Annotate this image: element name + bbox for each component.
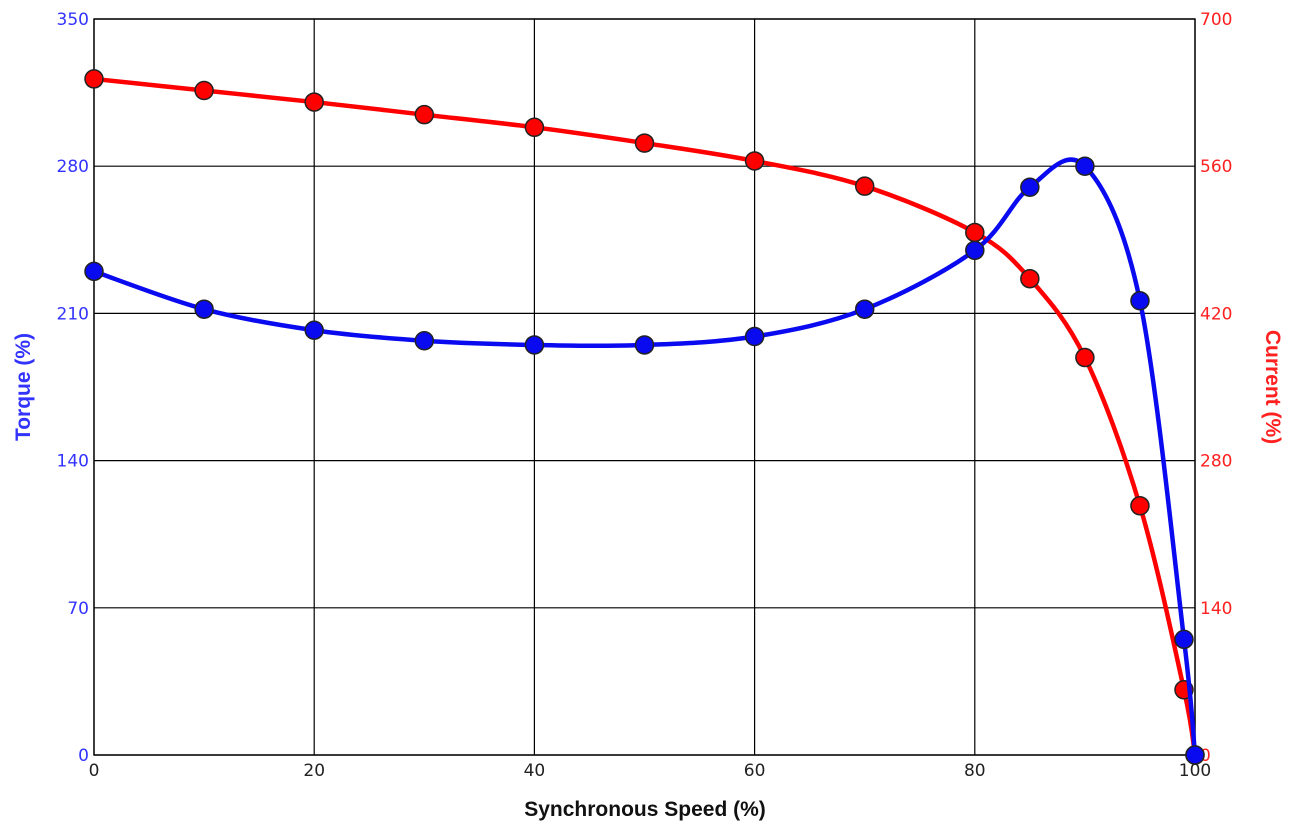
- current-point: [194, 80, 214, 101]
- left-tick-label: 350: [57, 10, 89, 30]
- torque-point: [1130, 291, 1150, 311]
- left-tick-label: 70: [67, 599, 89, 619]
- torque-series: [84, 156, 1205, 765]
- current-point: [414, 104, 435, 125]
- grid: [93, 18, 1196, 756]
- current-point: [304, 92, 324, 112]
- current-point: [84, 69, 104, 89]
- current-point: [965, 222, 985, 243]
- right-axis-title: Current (%): [1261, 330, 1284, 444]
- torque-point: [1185, 745, 1205, 765]
- left-tick-label: 210: [57, 304, 89, 324]
- right-tick-label: 280: [1200, 452, 1232, 472]
- current-point: [744, 151, 765, 171]
- current-point: [1020, 268, 1040, 289]
- left-tick-label: 0: [78, 746, 89, 766]
- torque-point: [84, 261, 104, 282]
- torque-line: [91, 157, 1198, 758]
- torque-point: [854, 299, 875, 319]
- x-tick-label: 80: [964, 761, 986, 781]
- right-tick-label: 140: [1200, 599, 1232, 619]
- x-tick-label: 40: [524, 761, 546, 781]
- left-tick-label: 280: [57, 157, 89, 177]
- x-axis-title: Synchronous Speed (%): [524, 798, 766, 821]
- torque-point: [744, 326, 765, 347]
- current-point: [854, 176, 875, 196]
- series-layer: [84, 69, 1205, 765]
- torque-point: [1174, 629, 1194, 650]
- torque-point: [965, 240, 985, 261]
- current-point: [1130, 496, 1150, 516]
- current-point: [634, 133, 655, 153]
- torque-point: [1020, 177, 1040, 197]
- current-series: [84, 69, 1205, 765]
- right-tick-label: 560: [1200, 157, 1232, 177]
- x-tick-label: 60: [744, 761, 766, 781]
- right-tick-label: 0: [1200, 746, 1211, 766]
- right-tick-label: 420: [1200, 304, 1232, 324]
- x-tick-label: 100: [1179, 761, 1211, 781]
- torque-point: [304, 320, 324, 340]
- torque-point: [634, 335, 655, 355]
- current-point: [524, 117, 545, 138]
- tick-labels: 0 20 40 60 80 1000701402102803500140280420560…: [57, 10, 1233, 781]
- right-tick-label: 700: [1200, 10, 1232, 30]
- torque-point: [524, 335, 545, 355]
- x-tick-label: 0: [89, 761, 100, 781]
- x-tick-label: 20: [303, 761, 325, 781]
- left-tick-label: 140: [57, 452, 89, 472]
- current-point: [1075, 347, 1095, 368]
- torque-point: [414, 330, 435, 351]
- left-axis-title: Torque (%): [12, 333, 35, 441]
- torque-point: [1075, 156, 1095, 176]
- torque-point: [194, 299, 214, 319]
- plot-frame: [93, 18, 1196, 756]
